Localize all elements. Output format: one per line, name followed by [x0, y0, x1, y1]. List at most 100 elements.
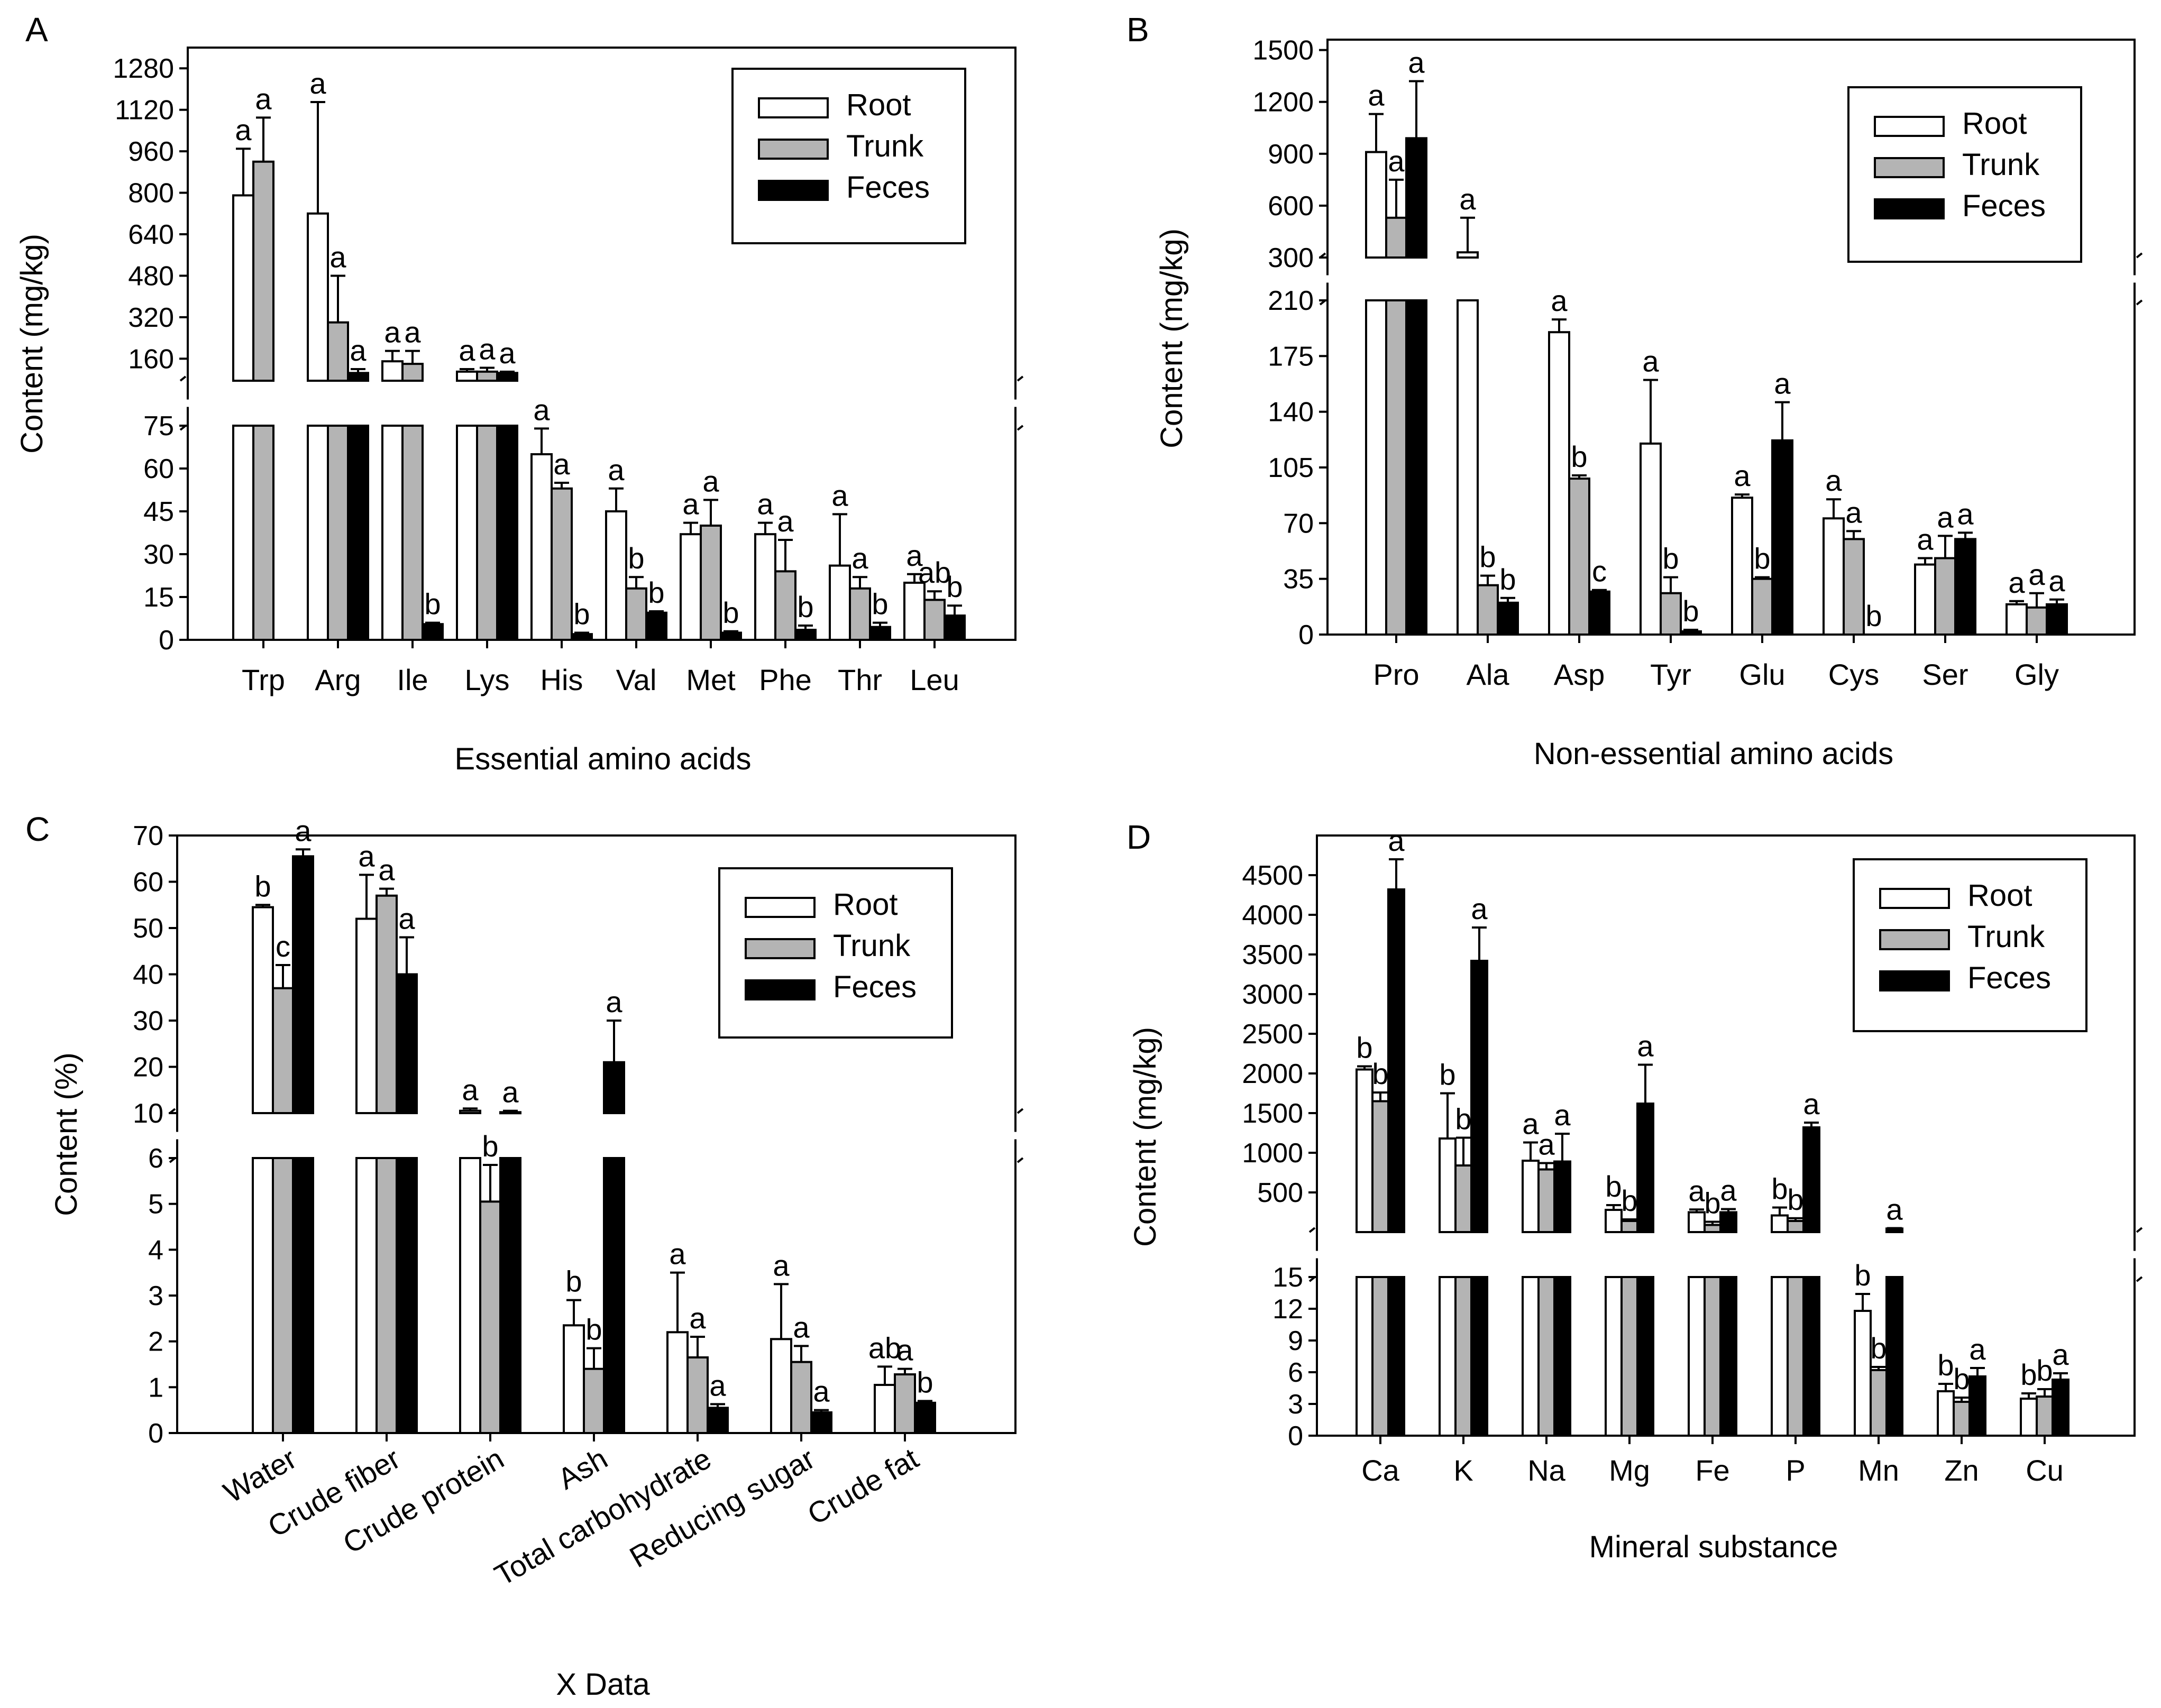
bar-trunk — [1660, 592, 1682, 636]
bar-feces — [292, 855, 314, 1114]
significance-letter: b — [872, 587, 888, 621]
y-tick-label: 9 — [1288, 1326, 1303, 1356]
bar-root — [1548, 331, 1570, 636]
y-tick-label: 3000 — [1242, 979, 1303, 1010]
legend-label-trunk: Trunk — [846, 129, 924, 163]
bar-feces — [603, 1061, 625, 1114]
bar-root — [563, 1324, 585, 1434]
category-label: Trp — [242, 663, 285, 696]
significance-letter: b — [424, 587, 441, 621]
bar-root — [381, 360, 404, 382]
bar-feces-lower — [603, 1157, 625, 1434]
bar-feces-lower — [347, 425, 369, 641]
bar-trunk — [1787, 1220, 1805, 1233]
significance-letter: a — [757, 488, 774, 521]
bar-feces — [347, 372, 369, 382]
bar-trunk — [1953, 1401, 1971, 1437]
bar-trunk — [551, 487, 573, 641]
significance-letter: b — [1771, 1172, 1788, 1206]
significance-letter: a — [329, 240, 346, 273]
y-tick-label: 640 — [128, 219, 174, 250]
y-tick-label: 1280 — [113, 53, 174, 84]
significance-letter: a — [682, 488, 699, 521]
significance-letter: a — [1471, 892, 1488, 925]
bar-trunk-lower — [1704, 1276, 1722, 1437]
y-tick-label: 12 — [1272, 1294, 1303, 1325]
significance-letter: a — [793, 1310, 810, 1344]
bar-feces-lower — [1802, 1276, 1820, 1437]
y-tick-label: 140 — [1268, 397, 1314, 428]
bar-root-lower — [459, 1157, 481, 1434]
significance-letter: a — [906, 539, 923, 572]
bar-trunk — [1537, 1168, 1555, 1233]
category-label: Fe — [1695, 1454, 1729, 1487]
bar-root — [829, 564, 851, 641]
bar-trunk — [2036, 1395, 2054, 1437]
significance-letter: b — [1870, 1331, 1887, 1365]
significance-letter: a — [404, 316, 421, 349]
bar-trunk — [1870, 1369, 1888, 1437]
significance-letter: b — [2036, 1354, 2053, 1387]
significance-letter: a — [309, 67, 326, 100]
bar-trunk — [252, 160, 274, 382]
significance-letter: b — [628, 541, 644, 575]
y-tick-label: 35 — [1283, 564, 1314, 595]
significance-letter: b — [254, 869, 271, 903]
significance-letter: a — [608, 453, 625, 486]
significance-letter: a — [295, 814, 312, 847]
significance-letter: a — [533, 393, 550, 426]
bar-trunk-lower — [1454, 1276, 1472, 1437]
y-tick-label: 6 — [1288, 1357, 1303, 1388]
significance-letter: b — [648, 576, 664, 609]
bar-feces — [571, 633, 593, 641]
bar-root-lower — [1771, 1276, 1789, 1437]
y-tick-label: 4500 — [1242, 860, 1303, 891]
y-tick-label: 30 — [133, 1006, 163, 1036]
significance-letter: b — [1704, 1187, 1720, 1220]
bar-feces — [496, 372, 518, 382]
bar-feces-lower — [1470, 1276, 1488, 1437]
y-tick-label: 160 — [128, 344, 174, 374]
category-label: Mn — [1858, 1454, 1899, 1487]
category-label: Lys — [464, 663, 509, 696]
bar-root-lower — [232, 425, 254, 641]
bar-feces — [1553, 1160, 1571, 1233]
y-tick-label: 1120 — [115, 95, 174, 126]
y-tick-label: 2000 — [1242, 1059, 1303, 1089]
bar-trunk — [401, 363, 424, 382]
bar-root — [1731, 497, 1753, 636]
bar-root — [770, 1338, 792, 1434]
bar-feces — [1588, 590, 1610, 636]
bar-root — [2020, 1398, 2038, 1437]
significance-letter: b — [1682, 594, 1699, 628]
y-tick-label: 15 — [143, 582, 174, 613]
y-tick-label: 800 — [128, 178, 174, 209]
bar-feces — [422, 623, 444, 641]
y-tick-label: 70 — [1283, 508, 1314, 539]
bar-root — [874, 1384, 896, 1434]
y-axis-label: Content (mg/kg) — [15, 234, 49, 454]
significance-letter: b — [1865, 599, 1882, 632]
bar-trunk-lower — [1787, 1276, 1805, 1437]
significance-letter: b — [2020, 1358, 2037, 1391]
legend-swatch-trunk — [1879, 929, 1950, 950]
significance-letter: a — [1917, 523, 1934, 556]
category-label: Reducing sugar — [624, 1441, 820, 1574]
significance-letter: a — [831, 479, 848, 512]
bar-root — [1640, 442, 1662, 636]
legend: Root Trunk Feces — [718, 867, 953, 1039]
y-tick-label: 3 — [148, 1281, 163, 1311]
significance-letter: b — [1571, 440, 1587, 473]
significance-letter: a — [1522, 1107, 1539, 1141]
significance-letter: a — [1388, 144, 1405, 178]
bar-feces — [1802, 1126, 1820, 1233]
panel-a: A 0 15 30 45 60 75 160 320 480 640 800 960 1120 1280 Tr… — [15, 11, 1026, 776]
significance-letter: a — [1368, 79, 1385, 112]
y-tick-label: 70 — [133, 821, 163, 851]
y-tick-label: 3 — [1288, 1389, 1303, 1420]
legend: Root Trunk Feces — [1853, 858, 2087, 1032]
x-axis-label: Essential amino acids — [455, 742, 752, 776]
legend-label-trunk: Trunk — [833, 929, 911, 963]
